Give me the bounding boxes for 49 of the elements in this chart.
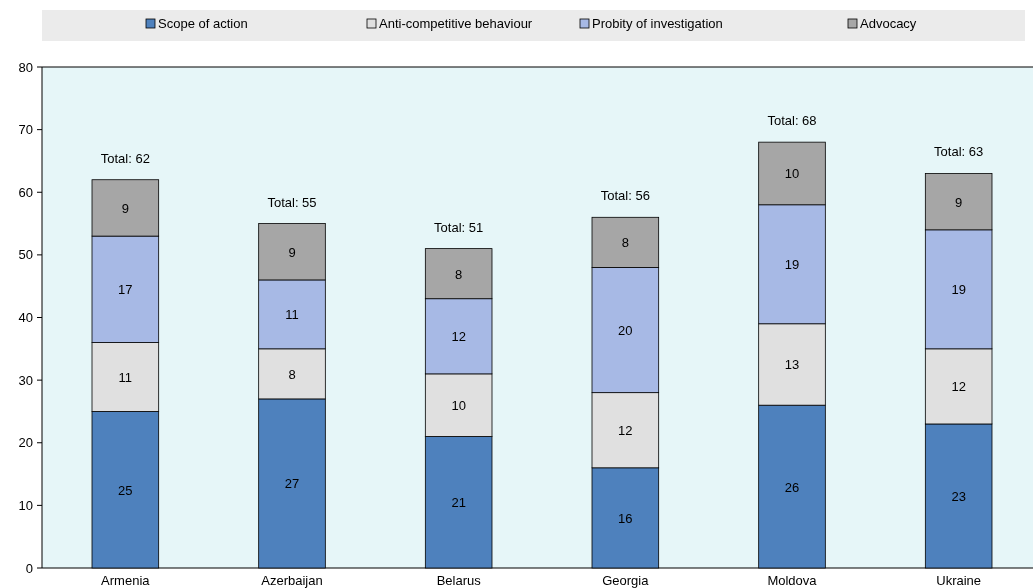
total-label: Total: 55	[267, 194, 317, 210]
data-label: 26	[784, 479, 800, 495]
x-tick-label: Belarus	[436, 573, 482, 588]
y-tick-label: 80	[18, 59, 33, 75]
data-label: 8	[455, 266, 463, 282]
y-tick-label: 0	[25, 560, 33, 576]
data-label: 11	[285, 307, 299, 323]
data-label: 10	[784, 166, 800, 182]
data-label: 8	[288, 366, 296, 382]
total-label: Total: 68	[767, 113, 817, 129]
x-tick-label: Armenia	[101, 573, 151, 588]
data-label: 9	[288, 244, 296, 260]
data-label: 10	[451, 398, 466, 414]
total-label: Total: 63	[934, 144, 984, 160]
data-label: 17	[118, 282, 133, 298]
legend-label: Advocacy	[860, 16, 917, 31]
data-label: 25	[118, 482, 133, 498]
data-label: 19	[784, 257, 800, 273]
data-label: 12	[951, 379, 966, 395]
y-tick-label: 70	[18, 122, 33, 138]
legend-label: Probity of investigation	[592, 16, 723, 31]
data-label: 21	[451, 495, 466, 511]
data-label: 16	[618, 510, 633, 526]
data-label: 27	[284, 476, 300, 492]
total-label: Total: 62	[100, 150, 150, 166]
y-tick-label: 30	[18, 372, 33, 388]
legend-label: Anti-competitive behaviour	[379, 16, 533, 31]
data-label: 8	[621, 235, 629, 251]
data-label: 12	[451, 329, 466, 345]
data-label: 9	[121, 200, 129, 216]
y-tick-label: 50	[18, 247, 33, 263]
legend-label: Scope of action	[158, 16, 248, 31]
x-tick-label: Azerbaijan	[261, 573, 323, 588]
data-label: 19	[951, 282, 966, 298]
y-tick-label: 60	[18, 184, 33, 200]
y-tick-label: 20	[18, 435, 33, 451]
data-label: 20	[618, 323, 633, 339]
data-label: 11	[118, 369, 133, 385]
data-label: 13	[784, 357, 800, 373]
total-label: Total: 56	[600, 188, 650, 204]
data-label: 12	[618, 423, 633, 439]
y-tick-label: 40	[18, 310, 33, 325]
data-label: 9	[955, 194, 963, 210]
x-tick-label: Ukraine	[936, 573, 982, 588]
x-tick-label: Georgia	[602, 573, 650, 588]
data-label: 23	[951, 488, 966, 504]
total-label: Total: 51	[434, 219, 484, 235]
x-tick-label: Moldova	[767, 573, 818, 588]
y-tick-label: 10	[18, 497, 33, 513]
